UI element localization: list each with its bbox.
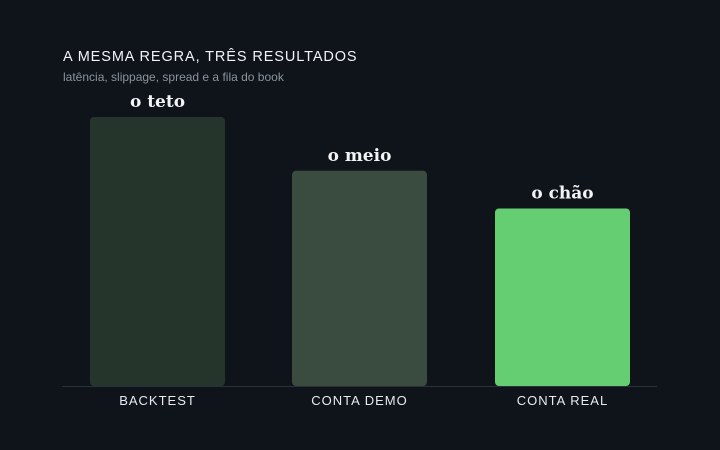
bar-value-label: o meio	[328, 146, 392, 166]
chart-subtitle: latência, slippage, spread e a fila do b…	[63, 70, 284, 84]
bar-value-label: o chão	[531, 183, 593, 203]
bar-conta-real	[495, 208, 630, 386]
chart-title: A MESMA REGRA, TRÊS RESULTADOS	[63, 49, 358, 65]
x-tick-label: CONTA REAL	[517, 393, 608, 408]
bar-value-label: o teto	[130, 92, 185, 112]
x-tick-label: BACKTEST	[119, 393, 196, 408]
bar-conta-demo	[292, 170, 427, 386]
bar-backtest	[90, 117, 225, 386]
x-tick-label: CONTA DEMO	[311, 393, 407, 408]
